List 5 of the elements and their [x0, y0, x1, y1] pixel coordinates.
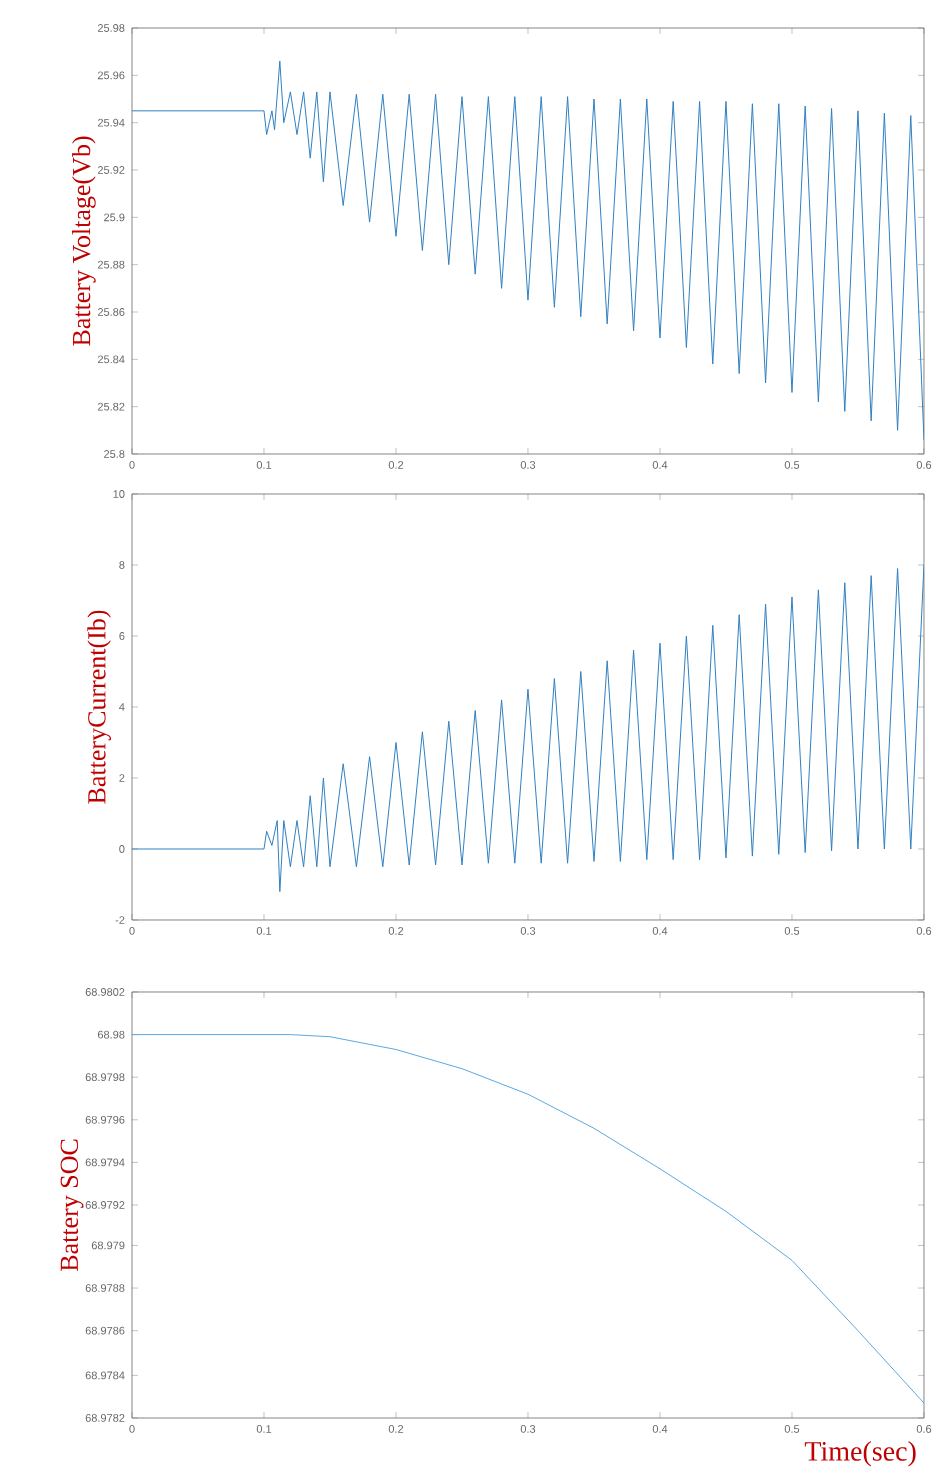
- x-axis-title: Time(sec): [804, 1441, 916, 1467]
- y-axis-title: Battery SOC: [60, 1139, 84, 1272]
- y-axis-title: Battery Voltage(Vb): [72, 136, 96, 346]
- line-series: [132, 564, 924, 893]
- y-axis-title: BatteryCurrent(Ib): [87, 610, 111, 804]
